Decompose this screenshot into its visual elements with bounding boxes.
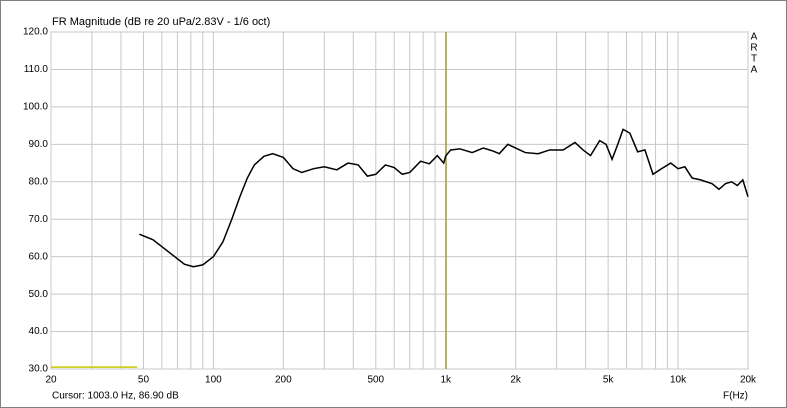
y-tick-label: 60.0 — [29, 251, 49, 262]
side-label-letter: R — [750, 43, 757, 54]
side-label-letter: T — [751, 54, 757, 65]
y-tick-label: 30.0 — [29, 364, 49, 375]
x-axis-label: F(Hz) — [723, 391, 748, 402]
x-tick-label: 2k — [510, 375, 522, 386]
y-tick-label: 100.0 — [23, 102, 48, 113]
x-tick-label: 20 — [45, 375, 57, 386]
y-tick-label: 120.0 — [23, 27, 48, 38]
x-tick-label: 5k — [603, 375, 615, 386]
side-label-letter: A — [751, 32, 758, 43]
x-tick-label: 1k — [440, 375, 452, 386]
y-tick-label: 70.0 — [29, 214, 49, 225]
series-line — [139, 128, 749, 268]
y-tick-label: 40.0 — [29, 326, 49, 337]
side-label-letter: A — [751, 65, 758, 76]
x-tick-label: 500 — [367, 375, 384, 386]
x-tick-label: 100 — [205, 375, 222, 386]
chart-title: FR Magnitude (dB re 20 uPa/2.83V - 1/6 o… — [52, 16, 270, 28]
x-tick-label: 20k — [740, 375, 757, 386]
y-tick-label: 80.0 — [29, 176, 49, 187]
x-tick-label: 10k — [670, 375, 687, 386]
x-tick-label: 200 — [275, 375, 292, 386]
plot-area — [50, 31, 749, 370]
x-tick-label: 50 — [138, 375, 150, 386]
cursor-readout: Cursor: 1003.0 Hz, 86.90 dB — [52, 391, 179, 402]
y-tick-label: 50.0 — [29, 289, 49, 300]
y-tick-label: 110.0 — [24, 64, 49, 75]
y-tick-label: 90.0 — [29, 139, 49, 150]
